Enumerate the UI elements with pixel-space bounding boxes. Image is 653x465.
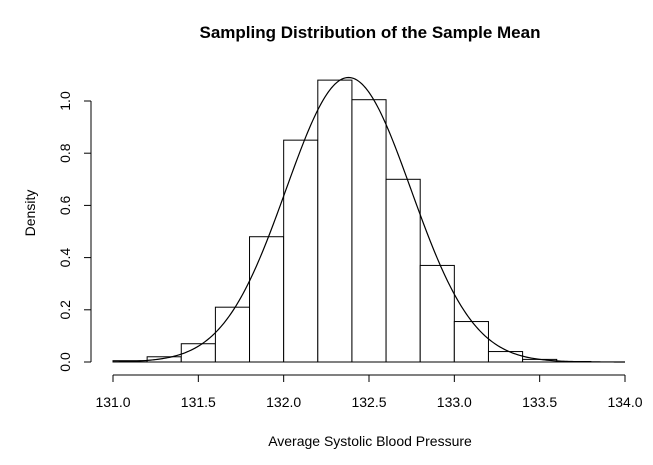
histogram-bar-10 [453,321,489,363]
x-axis: 131.0 131.5 132.0 132.5 133.0 133.5 134.0 [95,374,643,410]
histogram-bar-9 [419,264,455,363]
histogram-bar-8 [385,178,421,363]
histogram-bar-6 [317,79,353,363]
histogram-bar-4 [249,236,285,363]
y-tick-label: 0.6 [57,195,73,215]
chart-title: Sampling Distribution of the Sample Mean [200,23,541,42]
histogram-bar-3 [214,306,251,363]
histogram-bar-5 [283,139,319,363]
y-tick-label: 1.0 [57,91,73,111]
x-tick-label: 132.0 [266,394,301,410]
x-tick-label: 134.0 [607,394,642,410]
y-tick-label: 0.4 [57,248,73,268]
x-tick-label: 131.0 [95,394,130,410]
x-tick-label: 133.0 [437,394,472,410]
y-tick-label: 0.8 [57,143,73,163]
histogram-bar-7 [351,99,387,363]
y-axis-label: Density [22,190,38,237]
y-tick-label: 0.2 [57,300,73,320]
x-axis-label: Average Systolic Blood Pressure [268,433,472,449]
density-curve [112,76,625,363]
x-tick-label: 131.5 [181,394,216,410]
x-tick-label: 133.5 [522,394,557,410]
density-curve-layer [112,76,625,363]
x-tick-label: 132.5 [351,394,386,410]
y-tick-label: 0.0 [57,352,73,372]
histogram-bars [112,79,592,363]
y-axis: 0.0 0.2 0.4 0.6 0.8 1.0 [57,91,92,372]
histogram-bar-11 [487,351,524,363]
